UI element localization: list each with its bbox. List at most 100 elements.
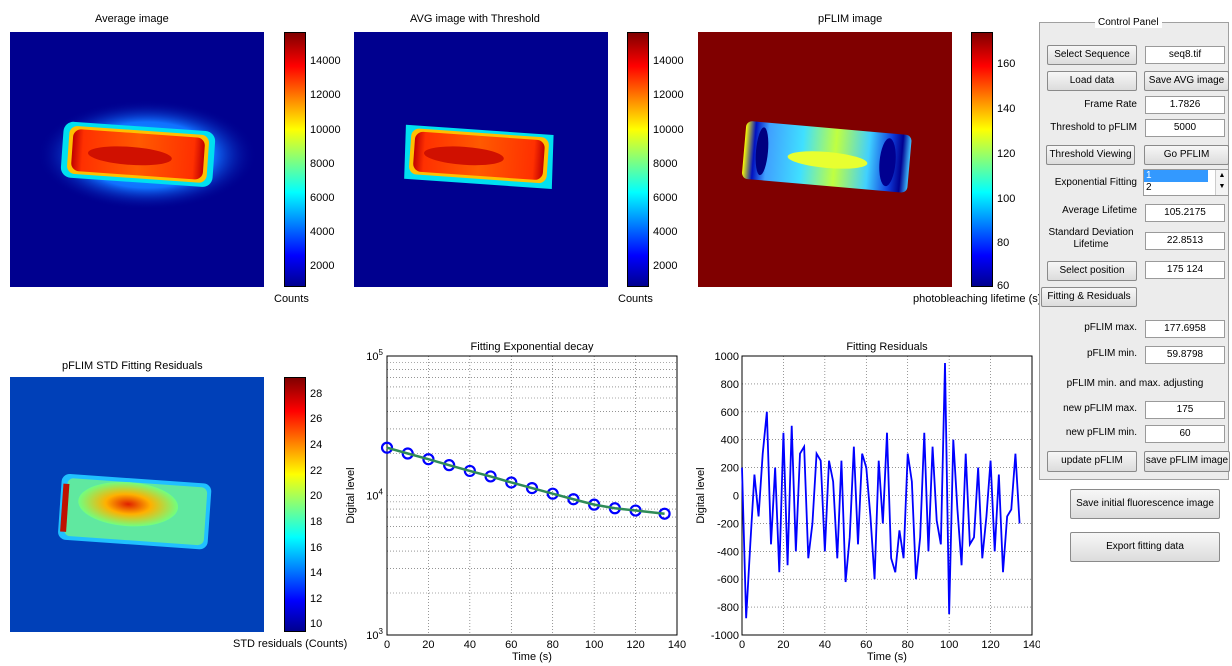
y-tick-label: -1000 [711,630,739,642]
std-image-title: pFLIM STD Fitting Residuals [62,360,203,372]
list-item-selected[interactable]: 1 [1144,170,1208,182]
std-lifetime-label: Standard Deviation Lifetime [1048,227,1134,250]
threshold-field[interactable]: 5000 [1145,119,1225,137]
tick-label: 80 [997,237,1010,249]
average-image[interactable] [10,32,264,287]
tick-label: 100 [997,193,1016,205]
frame-rate-field[interactable]: 1.7826 [1145,96,1225,114]
threshold-colorbar [627,32,649,287]
list-item[interactable]: 2 [1146,182,1152,193]
x-tick-label: 100 [940,639,958,651]
frame-rate-label: Frame Rate [1084,99,1137,110]
y-axis-label: Digital level [345,467,357,523]
save-avg-image-button[interactable]: Save AVG image [1144,71,1229,91]
exponential-fitting-list[interactable]: 1 2 ▲ ▼ [1143,169,1229,196]
threshold-image[interactable] [354,32,608,287]
x-axis-label: Time (s) [512,651,552,663]
pflim-max-field: 177.6958 [1145,320,1225,338]
go-pflim-button[interactable]: Go PFLIM [1144,145,1229,165]
tick-label: 10000 [310,124,341,136]
average-lifetime-field: 105.2175 [1145,204,1225,222]
tick-label: 2000 [653,260,678,272]
tick-label: 4000 [653,226,678,238]
y-tick-label: 800 [721,379,739,391]
x-tick-label: 80 [547,639,559,651]
y-tick-label: 0 [733,491,739,503]
residuals-chart[interactable]: 0 20 40 60 80 100 120 140 1000 800 600 400 200 0 -200 -… [690,338,1040,666]
tick-label: 24 [310,439,323,451]
x-tick-label: 80 [902,639,914,651]
adjust-label: pFLIM min. and max. adjusting [1066,378,1204,389]
list-scrollbar[interactable]: ▲ ▼ [1215,170,1228,195]
y-axis-label: Digital level [695,467,707,523]
data-point [484,470,497,483]
decay-chart[interactable]: 0 20 40 60 80 100 120 140 105 104 103 Fitting Expon… [340,338,700,666]
tick-label: 28 [310,388,323,400]
threshold-viewing-button[interactable]: Threshold Viewing [1046,145,1135,165]
pflim-image[interactable] [698,32,952,287]
y-tick-label: 200 [721,463,739,475]
y-tick-label: 103 [366,627,383,642]
x-tick-label: 100 [585,639,603,651]
tick-label: 16 [310,542,323,554]
threshold-label: Threshold to pFLIM [1050,122,1137,133]
select-sequence-button[interactable]: Select Sequence [1047,45,1137,65]
new-max-label: new pFLIM max. [1063,403,1137,414]
y-tick-label: -800 [717,602,739,614]
std-colorbar [284,377,306,632]
x-tick-label: 20 [777,639,789,651]
tick-label: 140 [997,103,1016,115]
tick-label: 12000 [310,89,341,101]
tick-label: 10000 [653,124,684,136]
average-lifetime-label: Average Lifetime [1062,205,1137,216]
data-point [505,476,518,489]
x-tick-label: 0 [384,639,390,651]
chart-title: Fitting Residuals [846,341,928,353]
y-tick-label: -400 [717,546,739,558]
y-tick-label: 400 [721,435,739,447]
fitting-residuals-button[interactable]: Fitting & Residuals [1041,287,1137,307]
data-point [422,453,435,466]
tick-label: 160 [997,58,1016,70]
x-tick-label: 60 [860,639,872,651]
export-fitting-data-button[interactable]: Export fitting data [1070,532,1220,562]
y-tick-label: 600 [721,407,739,419]
save-initial-fluorescence-button[interactable]: Save initial fluorescence image [1070,489,1220,519]
tick-label: 6000 [653,192,678,204]
tick-label: 14000 [310,55,341,67]
pflim-colorbar [971,32,993,287]
tick-label: 18 [310,516,323,528]
update-pflim-button[interactable]: update pFLIM [1047,451,1137,472]
y-tick-label: 105 [366,348,383,363]
pflim-min-field: 59.8798 [1145,346,1225,364]
load-data-button[interactable]: Load data [1047,71,1137,91]
x-tick-label: 120 [626,639,644,651]
save-pflim-image-button[interactable]: save pFLIM image [1144,451,1230,472]
y-tick-label: -600 [717,574,739,586]
tick-label: 12000 [653,89,684,101]
tick-label: 2000 [310,260,335,272]
x-tick-label: 40 [819,639,831,651]
x-tick-label: 120 [981,639,999,651]
average-colorbar [284,32,306,287]
select-position-button[interactable]: Select position [1047,261,1137,281]
pflim-max-label: pFLIM max. [1084,322,1137,333]
plot-frame [386,355,678,636]
new-max-field[interactable]: 175 [1145,401,1225,419]
exponential-fitting-label: Exponential Fitting [1054,177,1137,188]
data-point [443,459,456,472]
residuals-line [741,362,1021,619]
std-residuals-image[interactable] [10,377,264,632]
tick-label: 60 [997,280,1010,292]
threshold-colorbar-label: Counts [618,293,653,305]
new-min-field[interactable]: 60 [1145,425,1225,443]
tick-label: 26 [310,413,323,425]
control-panel-title: Control Panel [1095,17,1162,28]
chart-title: Fitting Exponential decay [471,341,594,353]
average-image-title: Average image [95,13,169,25]
tick-label: 22 [310,465,323,477]
new-min-label: new pFLIM min. [1065,427,1137,438]
pflim-min-label: pFLIM min. [1086,348,1137,359]
position-field[interactable]: 175 124 [1145,261,1225,279]
sequence-file-field[interactable]: seq8.tif [1145,46,1225,64]
